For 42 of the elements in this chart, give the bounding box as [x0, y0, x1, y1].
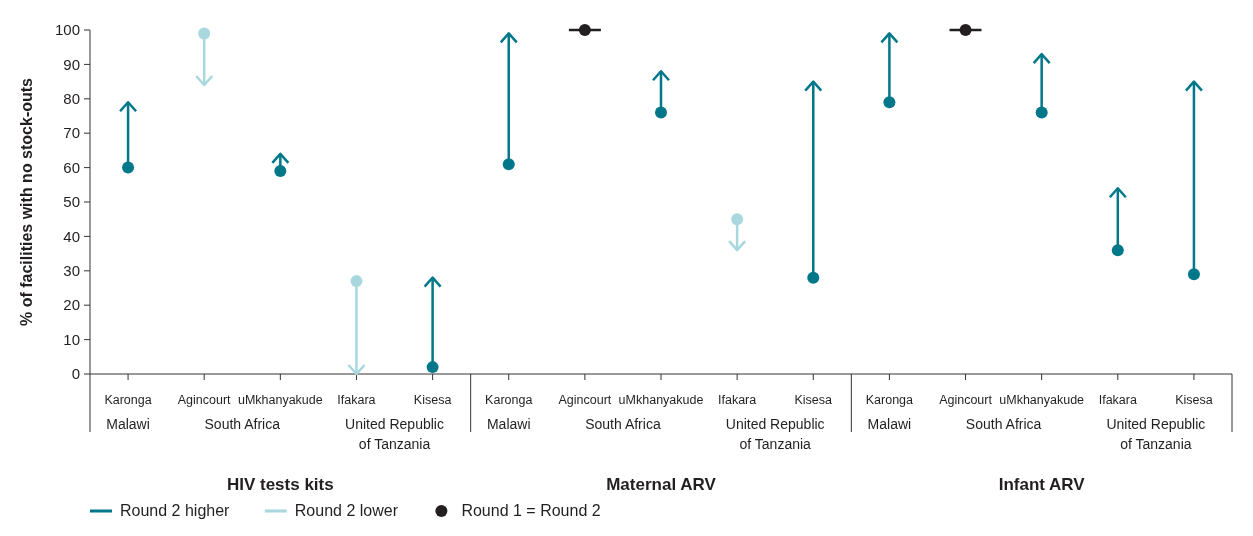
x-tick-label: Karonga [485, 393, 533, 407]
y-axis-title: % of facilities with no stock-outs [18, 77, 35, 327]
legend-label: Round 1 = Round 2 [461, 502, 601, 519]
y-tick-label: 70 [63, 124, 80, 142]
x-tick-label: Kisesa [413, 393, 452, 407]
text: United Republic of Tanzania [1106, 416, 1206, 452]
x-tick-label: Ifakara [718, 393, 757, 407]
text: South Africa [585, 416, 661, 432]
text: HIV tests kits [226, 475, 334, 494]
x-tick-label: Agincourt [177, 393, 232, 407]
x-tick-label: Agincourt [558, 393, 612, 407]
x-tick-label: Ifakara [1098, 393, 1137, 407]
legend-label: Round 2 lower [294, 502, 399, 519]
y-tick-label: 10 [63, 330, 80, 348]
y-tick-label: 20 [63, 296, 80, 314]
y-tick-label: 60 [63, 158, 80, 176]
x-tick-label: Kisesa [1175, 393, 1213, 407]
text: United Republic of Tanzania [725, 416, 825, 452]
x-tick-label: Ifakara [337, 393, 376, 407]
y-tick-label: 40 [63, 227, 80, 245]
y-tick-label: 0 [71, 365, 80, 383]
text: South Africa [965, 416, 1042, 432]
x-tick-label: Karonga [865, 393, 914, 407]
y-tick-label: 100 [54, 21, 80, 39]
text: Maternal ARV [606, 475, 717, 494]
x-tick-label: uMkhanyakude [999, 393, 1085, 407]
text: Malawi [486, 416, 531, 432]
y-tick-label: 80 [63, 90, 80, 108]
x-tick-label: Agincourt [939, 393, 993, 407]
y-tick-label: 50 [63, 193, 80, 211]
text: Infant ARV [998, 475, 1086, 494]
legend-label: Round 2 higher [120, 502, 231, 519]
x-tick-label: Karonga [104, 393, 152, 407]
y-tick-label: 90 [63, 55, 80, 73]
text: South Africa [204, 416, 281, 432]
text: Malawi [867, 416, 912, 432]
x-tick-label: uMkhanyakude [618, 393, 704, 407]
text: Malawi [106, 416, 150, 432]
x-tick-label: Kisesa [794, 393, 833, 407]
y-tick-label: 30 [63, 262, 80, 280]
text: United Republic of Tanzania [345, 416, 444, 452]
x-tick-label: uMkhanyakude [237, 393, 323, 407]
